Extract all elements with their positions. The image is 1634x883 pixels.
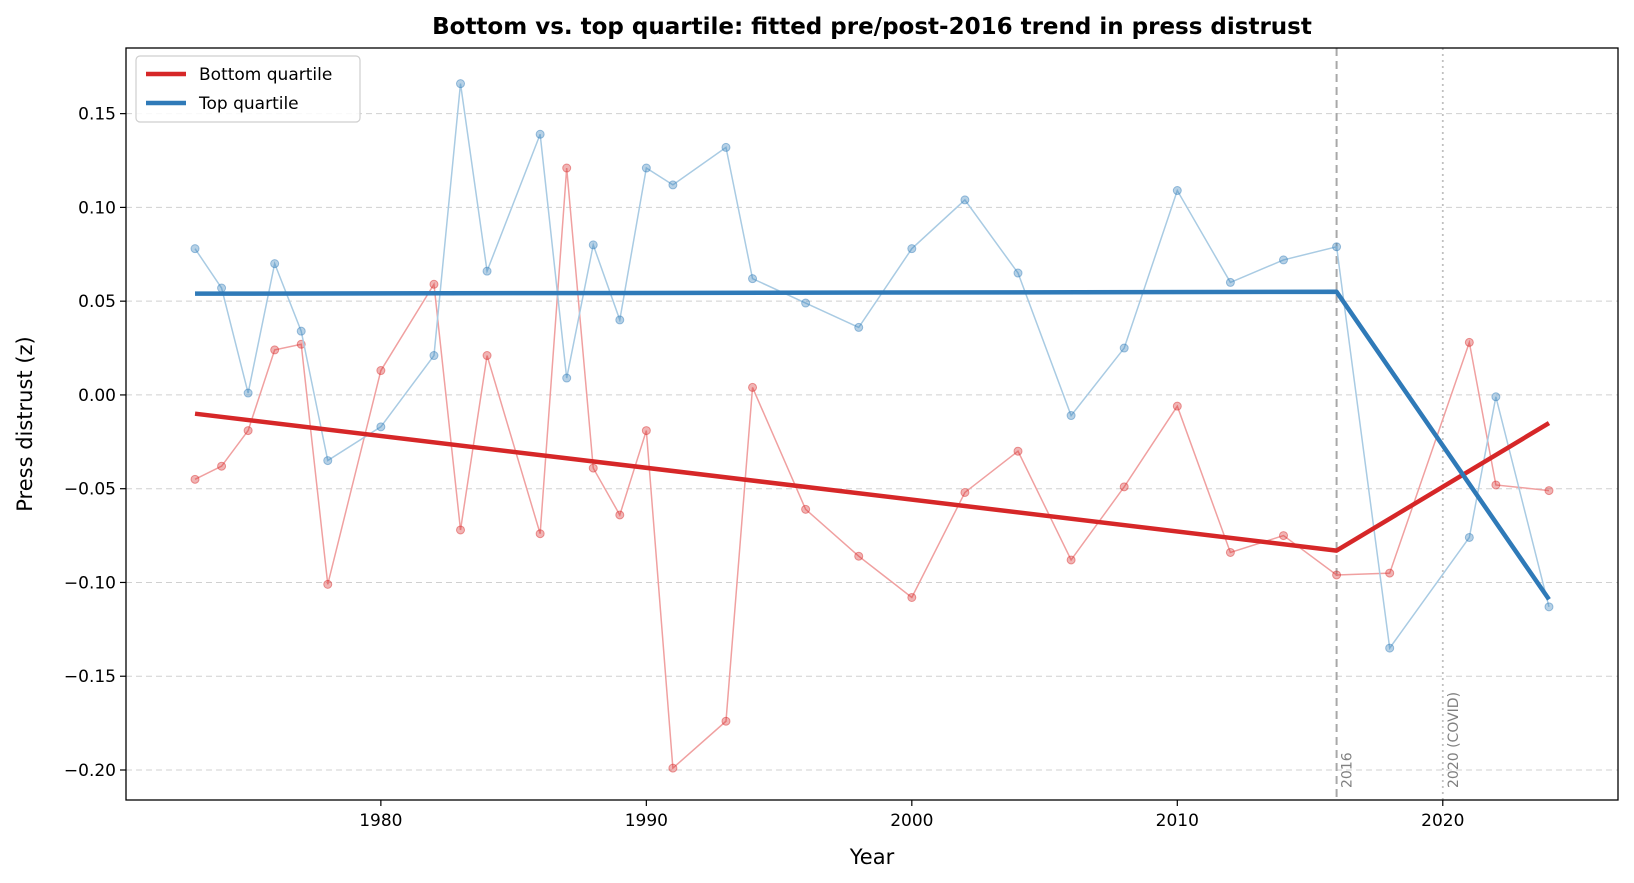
data-point xyxy=(456,525,466,535)
data-point xyxy=(1278,531,1288,541)
data-point xyxy=(535,529,545,539)
data-point xyxy=(907,592,917,602)
data-point xyxy=(456,79,466,89)
x-axis-title: Year xyxy=(849,845,895,869)
data-point xyxy=(190,244,200,254)
data-point xyxy=(482,351,492,361)
data-point xyxy=(1544,486,1554,496)
data-point xyxy=(1491,392,1501,402)
x-tick-label: 1980 xyxy=(359,811,402,831)
data-point xyxy=(296,326,306,336)
data-point xyxy=(1119,343,1129,353)
data-point xyxy=(270,259,280,269)
reference-line-label: 2020 (COVID) xyxy=(1446,692,1462,788)
y-tick-label: −0.15 xyxy=(64,667,116,687)
fitted-trend-line xyxy=(194,411,1551,553)
data-point xyxy=(1013,268,1023,278)
data-point xyxy=(1119,482,1129,492)
data-point xyxy=(960,195,970,205)
plot-frame xyxy=(125,47,1619,801)
y-tick-label: 0.05 xyxy=(78,292,116,312)
data-point xyxy=(562,163,572,173)
data-point xyxy=(854,551,864,561)
y-tick-label: −0.10 xyxy=(64,573,116,593)
data-point xyxy=(1225,277,1235,287)
data-point xyxy=(1332,242,1342,252)
data-point xyxy=(482,266,492,276)
raw-series-line xyxy=(194,167,1550,770)
data-point xyxy=(243,426,253,436)
y-axis-ticks: −0.20 −0.15 −0.10 −0.05 0.00 0.05 0.10 0.15 xyxy=(64,105,126,781)
data-point xyxy=(588,463,598,473)
data-point xyxy=(1385,568,1395,578)
x-tick-label: 1990 xyxy=(625,811,668,831)
data-point xyxy=(562,373,572,383)
data-point xyxy=(323,579,333,589)
legend-label: Bottom quartile xyxy=(199,65,332,85)
reference-line-label: 2016 xyxy=(1340,752,1356,788)
data-point xyxy=(1225,547,1235,557)
chart-title: Bottom vs. top quartile: fitted pre/post… xyxy=(432,14,1312,40)
data-point xyxy=(429,351,439,361)
data-point xyxy=(907,244,917,254)
data-point xyxy=(1066,555,1076,565)
data-point xyxy=(1172,401,1182,411)
data-point xyxy=(748,274,758,284)
data-point xyxy=(1544,602,1554,612)
data-point xyxy=(323,456,333,466)
y-axis-title: Press distrust (z) xyxy=(13,336,37,512)
data-point xyxy=(721,142,731,152)
data-point xyxy=(376,422,386,432)
data-point xyxy=(801,298,811,308)
data-point xyxy=(1013,446,1023,456)
data-point xyxy=(376,366,386,376)
x-tick-label: 2000 xyxy=(890,811,933,831)
x-tick-label: 2010 xyxy=(1156,811,1199,831)
data-point xyxy=(801,504,811,514)
raw-series-line xyxy=(194,83,1550,651)
x-tick-label: 2020 xyxy=(1421,811,1464,831)
data-point xyxy=(615,315,625,325)
legend-box xyxy=(135,55,361,123)
data-point xyxy=(668,180,678,190)
data-point xyxy=(641,426,651,436)
fit-layer xyxy=(194,289,1551,601)
data-point xyxy=(1172,186,1182,196)
data-point xyxy=(668,763,678,773)
y-tick-label: 0.15 xyxy=(78,105,116,125)
data-point xyxy=(243,388,253,398)
grid-layer xyxy=(126,113,1618,771)
y-tick-label: 0.10 xyxy=(78,198,116,218)
data-point xyxy=(429,279,439,289)
legend: Bottom quartile Top quartile xyxy=(135,55,361,123)
data-point xyxy=(721,716,731,726)
data-point xyxy=(960,487,970,497)
vline-layer: 2016 2020 (COVID) xyxy=(1335,48,1462,800)
data-point xyxy=(270,345,280,355)
y-tick-label: −0.05 xyxy=(64,480,116,500)
data-point xyxy=(1464,337,1474,347)
fitted-trend-line xyxy=(195,289,1551,601)
data-point xyxy=(588,240,598,250)
data-point xyxy=(1385,643,1395,653)
data-point xyxy=(1278,255,1288,265)
legend-label: Top quartile xyxy=(198,94,299,114)
data-point xyxy=(1332,570,1342,580)
data-point xyxy=(641,163,651,173)
y-tick-label: −0.20 xyxy=(64,761,116,781)
data-point xyxy=(217,283,227,293)
data-point xyxy=(615,510,625,520)
y-tick-label: 0.00 xyxy=(78,386,116,406)
data-point xyxy=(1491,480,1501,490)
x-axis-ticks: 1980 1990 2000 2010 2020 xyxy=(359,800,1464,831)
data-point xyxy=(748,382,758,392)
data-point xyxy=(1464,532,1474,542)
data-point xyxy=(1066,411,1076,421)
data-point xyxy=(190,474,200,484)
data-point xyxy=(217,461,227,471)
data-point xyxy=(535,129,545,139)
series-layer xyxy=(190,79,1554,773)
data-point xyxy=(854,322,864,332)
